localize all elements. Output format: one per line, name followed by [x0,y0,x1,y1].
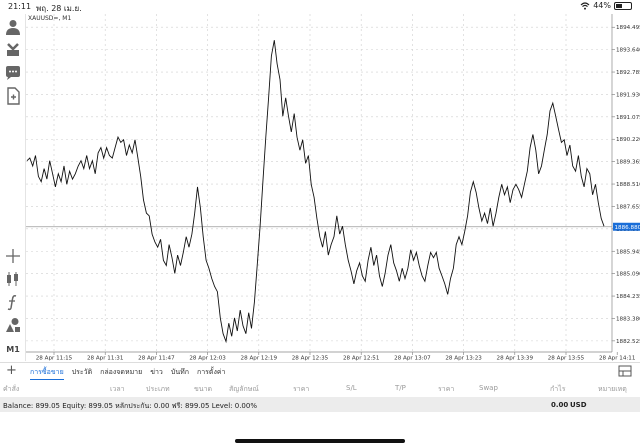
home-indicator [235,439,405,443]
trade-columns: คำสั่ง เวลา ประเภท ขนาด สัญลักษณ์ ราคา S… [0,381,640,395]
y-tick-label: 1882.525 [616,339,640,345]
col-sl: S/L [346,384,357,392]
terminal-layout-icon[interactable] [618,365,632,377]
chart-svg[interactable]: 1894.495 1893.640 1892.785 1891.930 1891.075… [26,14,640,362]
battery-percent: 44% [593,1,611,10]
tab-settings[interactable]: การตั้งค่า [196,368,226,376]
balance-text: Balance: 899.05 Equity: 899.05 หลักประกั… [3,402,257,410]
price-chart[interactable]: 1894.495 1893.640 1892.785 1891.930 1891.075… [26,14,640,362]
timeframe-button[interactable]: M1 [6,345,20,354]
terminal-tabs: + การซื้อขาย ประวัติ กล่องจดหมาย ข่าว บั… [0,362,640,380]
y-tick-label: 1885.090 [616,272,640,278]
y-tick-label: 1888.510 [616,182,640,188]
current-price-tag [613,222,640,231]
col-swap: Swap [479,384,498,392]
col-volume: ขนาด [194,385,213,393]
candles-icon[interactable] [4,270,22,288]
y-tick-label: 1884.235 [616,294,640,300]
status-date: พฤ. 28 เม.ย. [36,4,82,13]
objects-icon[interactable] [4,316,22,334]
battery-icon [614,1,632,10]
x-tick-label: 28 Apr 14:11 [599,356,636,362]
y-tick-label: 1893.640 [616,48,640,54]
x-tick-label: 28 Apr 13:23 [445,356,482,362]
y-tick-label: 1890.220 [616,137,640,143]
y-tick-label: 1892.785 [616,70,640,76]
chart-symbol: XAUUSD=, M1 [28,15,72,22]
function-icon[interactable] [4,293,22,311]
acquire-icon[interactable] [4,41,22,59]
col-time: เวลา [110,385,125,393]
x-tick-label: 28 Apr 12:35 [292,356,329,362]
col-profit: กำไร [550,385,566,393]
document-icon[interactable] [4,87,22,105]
status-bar: 21:11 พฤ. 28 เม.ย. 44% [0,0,640,14]
wifi-icon [580,1,590,10]
y-tick-label: 1894.495 [616,25,640,31]
y-tick-label: 1891.075 [616,115,640,121]
x-tick-label: 28 Apr 13:55 [548,356,585,362]
account-currency: USD [570,401,587,409]
col-symbol: สัญลักษณ์ [229,385,259,393]
left-toolbar: M1 [0,14,26,361]
x-tick-label: 28 Apr 13:39 [497,356,534,362]
status-right: 44% [580,1,632,10]
tab-history[interactable]: ประวัติ [71,368,93,376]
chat-icon[interactable] [4,64,22,82]
col-tp: T/P [395,384,406,392]
crosshair-icon[interactable] [4,247,22,265]
col-comment: หมายเหตุ [598,385,627,393]
x-tick-label: 28 Apr 12:51 [343,356,380,362]
new-order-button[interactable]: + [6,363,17,378]
x-tick-label: 28 Apr 11:47 [138,356,175,362]
tab-news[interactable]: ข่าว [150,368,163,376]
tab-trade[interactable]: การซื้อขาย [30,367,64,380]
y-tick-label: 1889.365 [616,160,640,166]
x-tick-label: 28 Apr 12:03 [189,356,226,362]
tab-mailbox[interactable]: กล่องจดหมาย [100,368,143,376]
col-price-current: ราคา [438,385,455,393]
current-price-label: 1886.880 [615,225,640,231]
y-tick-label: 1885.945 [616,249,640,255]
balance-row: Balance: 899.05 Equity: 899.05 หลักประกั… [0,397,640,412]
total-profit: 0.00 [551,401,569,409]
col-price: ราคา [293,385,310,393]
tab-journal[interactable]: บันทึก [170,368,189,376]
col-type: ประเภท [146,385,170,393]
y-tick-label: 1887.655 [616,204,640,210]
y-tick-label: 1883.380 [616,316,640,322]
x-tick-label: 28 Apr 12:19 [241,356,278,362]
user-icon[interactable] [4,18,22,36]
x-tick-label: 28 Apr 11:15 [36,356,73,362]
x-tick-label: 28 Apr 13:07 [394,356,431,362]
status-time: 21:11 [8,2,32,11]
price-line [26,40,605,344]
tab-row: การซื้อขาย ประวัติ กล่องจดหมาย ข่าว บันท… [30,367,225,380]
x-tick-label: 28 Apr 11:31 [87,356,124,362]
y-tick-label: 1891.930 [616,92,640,98]
col-order: คำสั่ง [3,385,20,393]
